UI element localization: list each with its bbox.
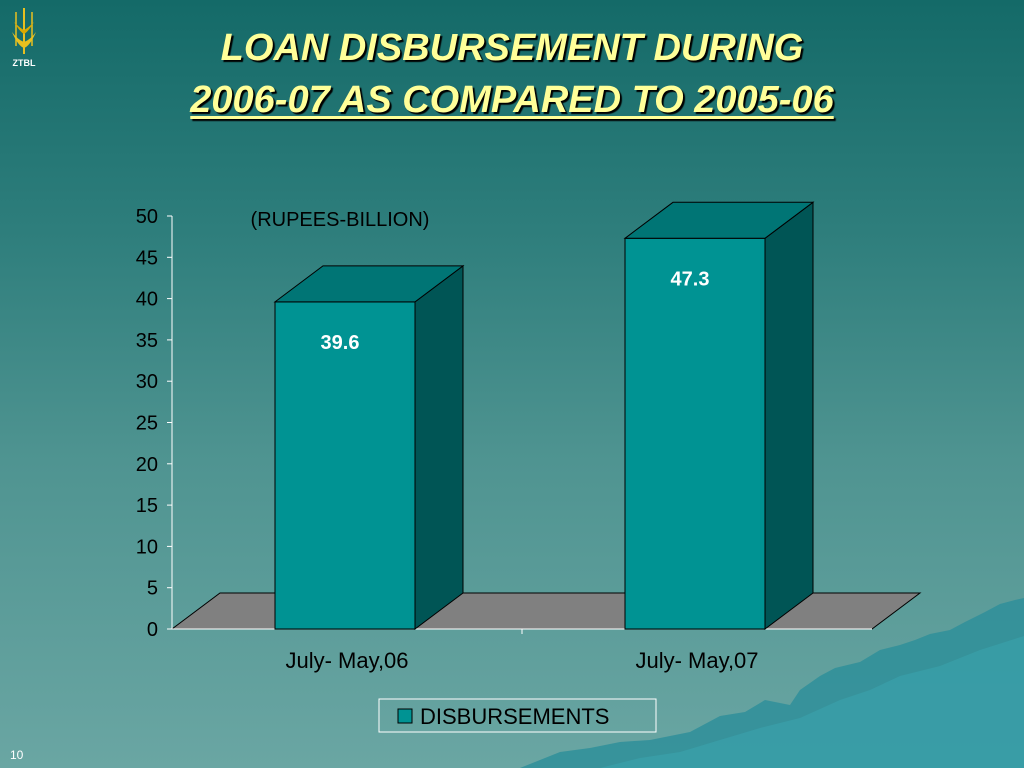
y-tick-label: 40 [136, 289, 158, 311]
ztbl-logo: ZTBL [2, 2, 46, 74]
bar-side [414, 264, 464, 630]
bar-front [624, 237, 766, 630]
y-tick-label: 35 [136, 330, 158, 352]
x-category-label: July- May,07 [635, 648, 758, 673]
data-label: 47.3 [671, 268, 710, 290]
y-tick-label: 5 [147, 578, 158, 600]
legend-label: DISBURSEMENTS [420, 704, 609, 729]
title-line-2: 2006-07 AS COMPARED TO 2005-06 [190, 79, 834, 121]
y-tick-label: 20 [136, 454, 158, 476]
page-number: 10 [10, 748, 24, 762]
y-tick-label: 25 [136, 413, 158, 435]
bar-side [764, 201, 814, 630]
y-tick-label: 0 [147, 619, 158, 641]
title-line-1: LOAN DISBURSEMENT DURING [220, 27, 804, 69]
slide-title: LOAN DISBURSEMENT DURING 2006-07 AS COMP… [0, 22, 1024, 126]
y-tick-label: 10 [136, 536, 158, 558]
y-tick-label: 45 [136, 247, 158, 269]
bar-top [273, 265, 465, 303]
legend-swatch [397, 708, 413, 724]
legend-box [378, 698, 657, 733]
y-tick-label: 15 [136, 495, 158, 517]
y-tick-label: 30 [136, 371, 158, 393]
y-tick-label: 50 [136, 206, 158, 228]
wheat-icon [12, 8, 36, 54]
unit-annotation: (RUPEES-BILLION) [251, 209, 430, 231]
x-category-label: July- May,06 [285, 648, 408, 673]
logo-text: ZTBL [12, 58, 36, 68]
bar-front [274, 301, 416, 630]
bar-top [623, 201, 815, 239]
data-label: 39.6 [321, 332, 360, 354]
